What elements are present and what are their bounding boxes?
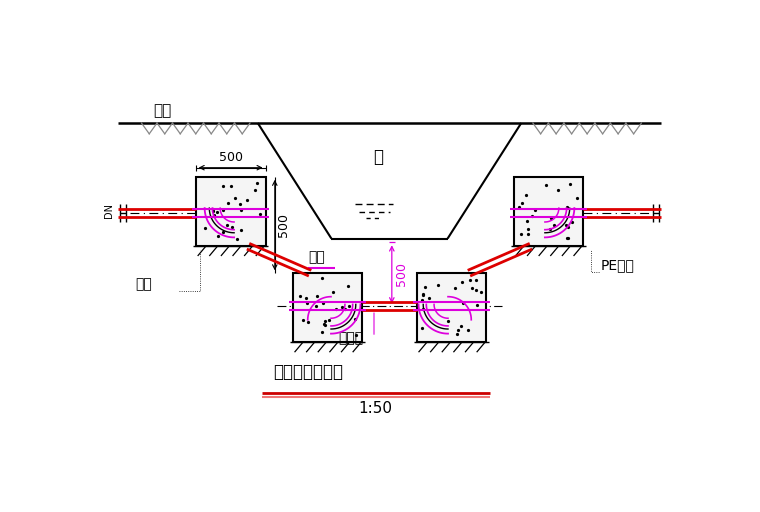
Bar	[293, 273, 363, 343]
Text: 弯头: 弯头	[308, 251, 325, 265]
Text: DN: DN	[104, 203, 114, 218]
Text: 镇墩: 镇墩	[135, 278, 152, 292]
Text: 500: 500	[277, 213, 290, 237]
Text: 500: 500	[395, 262, 408, 286]
Bar	[514, 177, 583, 246]
Bar	[196, 177, 265, 246]
Text: 沟: 沟	[373, 147, 383, 165]
Text: 管道过沟纵向图: 管道过沟纵向图	[274, 363, 344, 381]
Text: 地面: 地面	[153, 103, 171, 118]
Bar	[416, 273, 486, 343]
Text: 1:50: 1:50	[359, 400, 393, 416]
Text: PE弯头: PE弯头	[600, 259, 634, 272]
Text: 输水管: 输水管	[338, 331, 363, 346]
Text: 500: 500	[219, 151, 242, 164]
